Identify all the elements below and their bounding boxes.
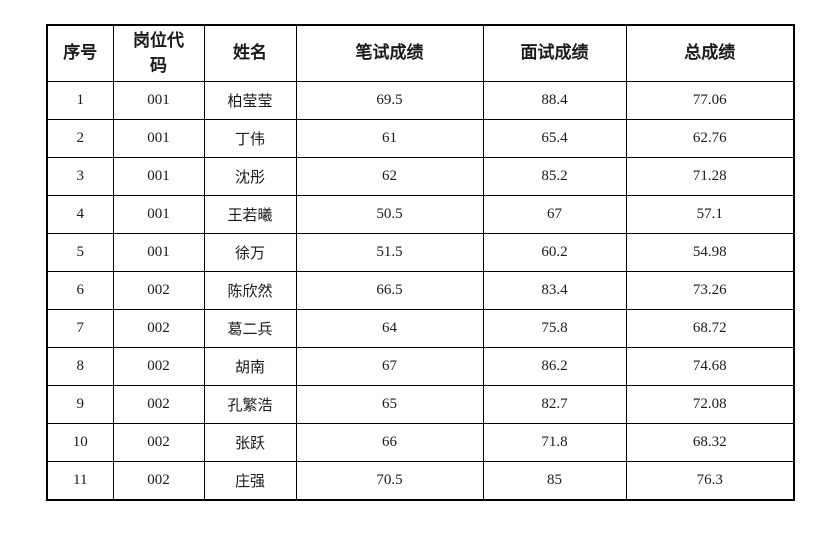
table-cell-interview_score: 85	[482, 461, 627, 501]
table-cell-interview_score: 88.4	[482, 81, 627, 120]
table-cell-total_score: 72.08	[625, 385, 795, 424]
table-cell-total_score: 73.26	[625, 271, 795, 310]
table-cell-written_score: 67	[295, 347, 484, 386]
table-cell-total_score: 74.68	[625, 347, 795, 386]
table-cell-name: 徐万	[203, 233, 297, 272]
table-cell-index: 1	[46, 81, 114, 120]
table-cell-interview_score: 60.2	[482, 233, 627, 272]
table-cell-interview_score: 86.2	[482, 347, 627, 386]
table-cell-job_code: 001	[112, 157, 205, 196]
header-cell-index: 序号	[46, 24, 114, 82]
table-cell-total_score: 57.1	[625, 195, 795, 234]
table-row: 4 001 王若曦 50.5 67 57.1	[46, 195, 795, 234]
table-cell-interview_score: 85.2	[482, 157, 627, 196]
table-cell-index: 4	[46, 195, 114, 234]
table-cell-name: 沈彤	[203, 157, 297, 196]
table-row: 2 001 丁伟 61 65.4 62.76	[46, 119, 795, 158]
table-cell-written_score: 66.5	[295, 271, 484, 310]
table-row: 11 002 庄强 70.5 85 76.3	[46, 461, 795, 501]
table-cell-index: 3	[46, 157, 114, 196]
table-cell-index: 10	[46, 423, 114, 462]
table-cell-interview_score: 83.4	[482, 271, 627, 310]
table-cell-job_code: 001	[112, 119, 205, 158]
table-cell-interview_score: 75.8	[482, 309, 627, 348]
table-row: 8 002 胡南 67 86.2 74.68	[46, 347, 795, 386]
table-row: 5 001 徐万 51.5 60.2 54.98	[46, 233, 795, 272]
table-cell-name: 丁伟	[203, 119, 297, 158]
table-row: 3 001 沈彤 62 85.2 71.28	[46, 157, 795, 196]
table-cell-name: 陈欣然	[203, 271, 297, 310]
table-cell-job_code: 002	[112, 423, 205, 462]
table-cell-written_score: 51.5	[295, 233, 484, 272]
table-cell-written_score: 69.5	[295, 81, 484, 120]
header-cell-written-score: 笔试成绩	[295, 24, 484, 82]
table-cell-job_code: 002	[112, 347, 205, 386]
table-cell-index: 8	[46, 347, 114, 386]
table-cell-job_code: 001	[112, 81, 205, 120]
table-cell-written_score: 61	[295, 119, 484, 158]
score-table: 序号 岗位代码 姓名 笔试成绩 面试成绩 总成绩 1 001 柏莹莹 69.5 88.4…	[46, 24, 795, 501]
table-cell-job_code: 002	[112, 309, 205, 348]
table-cell-name: 胡南	[203, 347, 297, 386]
table-cell-total_score: 68.72	[625, 309, 795, 348]
table-cell-index: 2	[46, 119, 114, 158]
table-row: 9 002 孔繁浩 65 82.7 72.08	[46, 385, 795, 424]
table-cell-interview_score: 82.7	[482, 385, 627, 424]
table-cell-total_score: 77.06	[625, 81, 795, 120]
table-cell-index: 9	[46, 385, 114, 424]
table-cell-job_code: 002	[112, 271, 205, 310]
table-cell-name: 葛二兵	[203, 309, 297, 348]
table-cell-job_code: 002	[112, 385, 205, 424]
table-cell-index: 6	[46, 271, 114, 310]
header-cell-job-code-label: 岗位代码	[133, 30, 184, 75]
table-cell-index: 7	[46, 309, 114, 348]
table-cell-interview_score: 71.8	[482, 423, 627, 462]
table-row: 10 002 张跃 66 71.8 68.32	[46, 423, 795, 462]
table-cell-interview_score: 65.4	[482, 119, 627, 158]
header-cell-name: 姓名	[203, 24, 297, 82]
table-cell-written_score: 66	[295, 423, 484, 462]
score-table-container: 序号 岗位代码 姓名 笔试成绩 面试成绩 总成绩 1 001 柏莹莹 69.5 88.4…	[46, 24, 795, 501]
table-row: 6 002 陈欣然 66.5 83.4 73.26	[46, 271, 795, 310]
header-cell-job-code: 岗位代码	[112, 24, 205, 82]
table-header-row: 序号 岗位代码 姓名 笔试成绩 面试成绩 总成绩	[46, 24, 795, 82]
table-cell-total_score: 71.28	[625, 157, 795, 196]
header-cell-interview-score: 面试成绩	[482, 24, 627, 82]
header-cell-total-score: 总成绩	[625, 24, 795, 82]
table-cell-total_score: 68.32	[625, 423, 795, 462]
table-cell-total_score: 54.98	[625, 233, 795, 272]
table-cell-name: 孔繁浩	[203, 385, 297, 424]
table-cell-job_code: 002	[112, 461, 205, 501]
table-cell-index: 11	[46, 461, 114, 501]
table-cell-job_code: 001	[112, 233, 205, 272]
table-header: 序号 岗位代码 姓名 笔试成绩 面试成绩 总成绩	[46, 24, 795, 82]
table-body: 1 001 柏莹莹 69.5 88.4 77.06 2 001 丁伟 61 65.4 62.76 3 00…	[46, 81, 795, 501]
table-cell-name: 柏莹莹	[203, 81, 297, 120]
table-cell-total_score: 62.76	[625, 119, 795, 158]
table-cell-written_score: 64	[295, 309, 484, 348]
table-row: 1 001 柏莹莹 69.5 88.4 77.06	[46, 81, 795, 120]
table-cell-total_score: 76.3	[625, 461, 795, 501]
table-cell-name: 王若曦	[203, 195, 297, 234]
table-cell-index: 5	[46, 233, 114, 272]
table-cell-written_score: 50.5	[295, 195, 484, 234]
table-cell-written_score: 65	[295, 385, 484, 424]
table-cell-name: 庄强	[203, 461, 297, 501]
table-cell-written_score: 70.5	[295, 461, 484, 501]
table-row: 7 002 葛二兵 64 75.8 68.72	[46, 309, 795, 348]
table-cell-job_code: 001	[112, 195, 205, 234]
table-cell-written_score: 62	[295, 157, 484, 196]
table-cell-name: 张跃	[203, 423, 297, 462]
table-cell-interview_score: 67	[482, 195, 627, 234]
